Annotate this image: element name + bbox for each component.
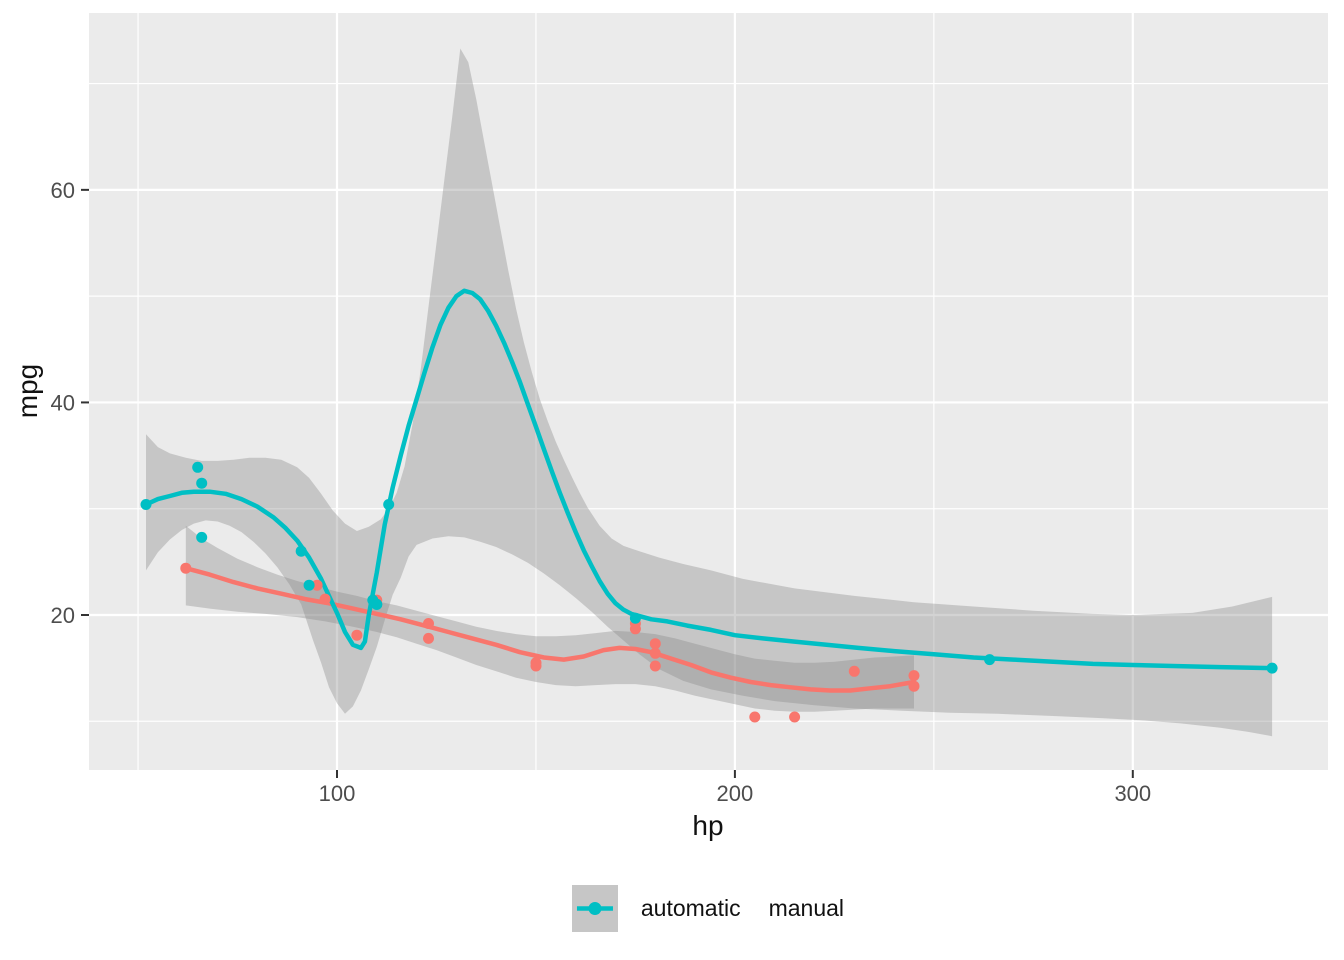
point-automatic [530, 660, 542, 672]
point-automatic [649, 647, 661, 659]
point-automatic [649, 638, 661, 650]
legend-label-automatic: automatic [640, 895, 741, 921]
point-automatic [319, 593, 331, 605]
point-manual [192, 461, 204, 473]
x-tick-label: 100 [319, 781, 356, 806]
point-automatic [789, 711, 801, 723]
point-manual [196, 531, 208, 543]
point-manual [383, 499, 395, 510]
gridlines-minor [89, 13, 1328, 770]
point-automatic [423, 632, 434, 644]
x-axis-title: hp [692, 810, 724, 841]
point-manual [196, 477, 208, 489]
point-manual [629, 612, 641, 624]
legend-key-point [588, 902, 602, 915]
point-automatic [649, 660, 661, 672]
axis-ticks [81, 188, 1134, 778]
legend-item-manual: manual [571, 885, 845, 932]
point-manual [295, 545, 307, 557]
point-manual [1266, 662, 1278, 674]
legend: am automatic manual [571, 885, 845, 932]
x-tick-label: 300 [1114, 781, 1151, 806]
y-axis-title: mpg [12, 363, 43, 419]
point-manual [303, 579, 315, 591]
scatter-points [140, 461, 1278, 723]
point-automatic [351, 629, 363, 641]
point-automatic [423, 618, 434, 629]
point-automatic [908, 680, 920, 692]
y-tick-label: 60 [51, 178, 75, 203]
y-tick-label: 40 [51, 390, 75, 415]
legend-label-manual: manual [768, 895, 845, 921]
gridlines-major [89, 13, 1328, 770]
point-automatic [908, 670, 920, 682]
legend-key-manual-icon [571, 885, 618, 932]
point-automatic [848, 665, 860, 677]
axis-tick-labels: 100 200 300 20 40 60 [51, 178, 1152, 806]
point-automatic [311, 579, 323, 591]
point-automatic [180, 562, 192, 574]
point-manual [367, 594, 379, 606]
plot-panel [89, 13, 1328, 770]
smooth-line-manual [143, 288, 1275, 671]
point-manual [140, 499, 152, 510]
panel-background [89, 13, 1328, 770]
legend-item-automatic: automatic [571, 885, 741, 932]
point-manual [984, 654, 996, 666]
x-tick-label: 200 [717, 781, 754, 806]
y-tick-label: 20 [51, 603, 75, 628]
point-automatic [749, 711, 761, 723]
ci-band-automatic [185, 525, 915, 712]
